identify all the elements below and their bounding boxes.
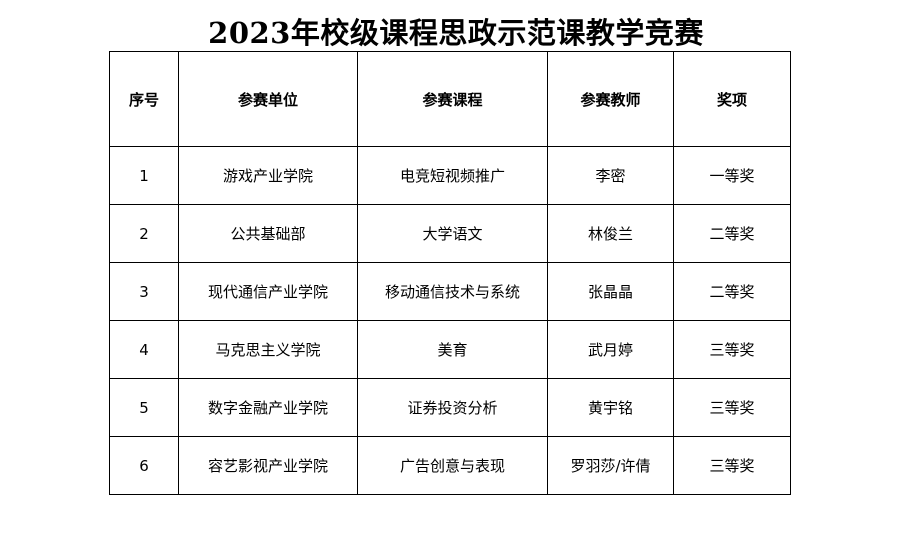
- table-row: 4 马克思主义学院 美育 武月婷 三等奖: [109, 320, 791, 379]
- header-course: 参赛课程: [357, 51, 548, 147]
- results-table: 序号 参赛单位 参赛课程 参赛教师 奖项 1 游戏产业学院 电竞短视频推广 李密 一等奖…: [109, 51, 791, 495]
- cell-index: 2: [109, 204, 179, 263]
- cell-course: 广告创意与表现: [357, 436, 548, 495]
- cell-index: 3: [109, 262, 179, 321]
- cell-unit: 公共基础部: [178, 204, 358, 263]
- cell-teacher: 罗羽莎/许倩: [547, 436, 674, 495]
- cell-award: 二等奖: [673, 204, 791, 263]
- header-index: 序号: [109, 51, 179, 147]
- cell-index: 4: [109, 320, 179, 379]
- cell-course: 证券投资分析: [357, 378, 548, 437]
- cell-teacher: 黄宇铭: [547, 378, 674, 437]
- table-row: 6 容艺影视产业学院 广告创意与表现 罗羽莎/许倩 三等奖: [109, 436, 791, 495]
- table-row: 2 公共基础部 大学语文 林俊兰 二等奖: [109, 204, 791, 263]
- cell-teacher: 张晶晶: [547, 262, 674, 321]
- header-award: 奖项: [673, 51, 791, 147]
- cell-award: 三等奖: [673, 378, 791, 437]
- cell-teacher: 武月婷: [547, 320, 674, 379]
- cell-course: 大学语文: [357, 204, 548, 263]
- cell-unit: 容艺影视产业学院: [178, 436, 358, 495]
- cell-index: 6: [109, 436, 179, 495]
- cell-award: 三等奖: [673, 436, 791, 495]
- header-unit: 参赛单位: [178, 51, 358, 147]
- cell-award: 一等奖: [673, 146, 791, 205]
- table-row: 3 现代通信产业学院 移动通信技术与系统 张晶晶 二等奖: [109, 262, 791, 321]
- cell-award: 三等奖: [673, 320, 791, 379]
- cell-course: 移动通信技术与系统: [357, 262, 548, 321]
- cell-unit: 游戏产业学院: [178, 146, 358, 205]
- cell-index: 1: [109, 146, 179, 205]
- cell-index: 5: [109, 378, 179, 437]
- cell-unit: 现代通信产业学院: [178, 262, 358, 321]
- cell-award: 二等奖: [673, 262, 791, 321]
- page-title: 2023年校级课程思政示范课教学竞赛: [208, 16, 704, 50]
- table-row: 1 游戏产业学院 电竞短视频推广 李密 一等奖: [109, 146, 791, 205]
- table-row: 5 数字金融产业学院 证券投资分析 黄宇铭 三等奖: [109, 378, 791, 437]
- cell-teacher: 李密: [547, 146, 674, 205]
- header-teacher: 参赛教师: [547, 51, 674, 147]
- table-header-row: 序号 参赛单位 参赛课程 参赛教师 奖项: [109, 51, 791, 147]
- cell-unit: 数字金融产业学院: [178, 378, 358, 437]
- cell-course: 美育: [357, 320, 548, 379]
- cell-course: 电竞短视频推广: [357, 146, 548, 205]
- cell-unit: 马克思主义学院: [178, 320, 358, 379]
- cell-teacher: 林俊兰: [547, 204, 674, 263]
